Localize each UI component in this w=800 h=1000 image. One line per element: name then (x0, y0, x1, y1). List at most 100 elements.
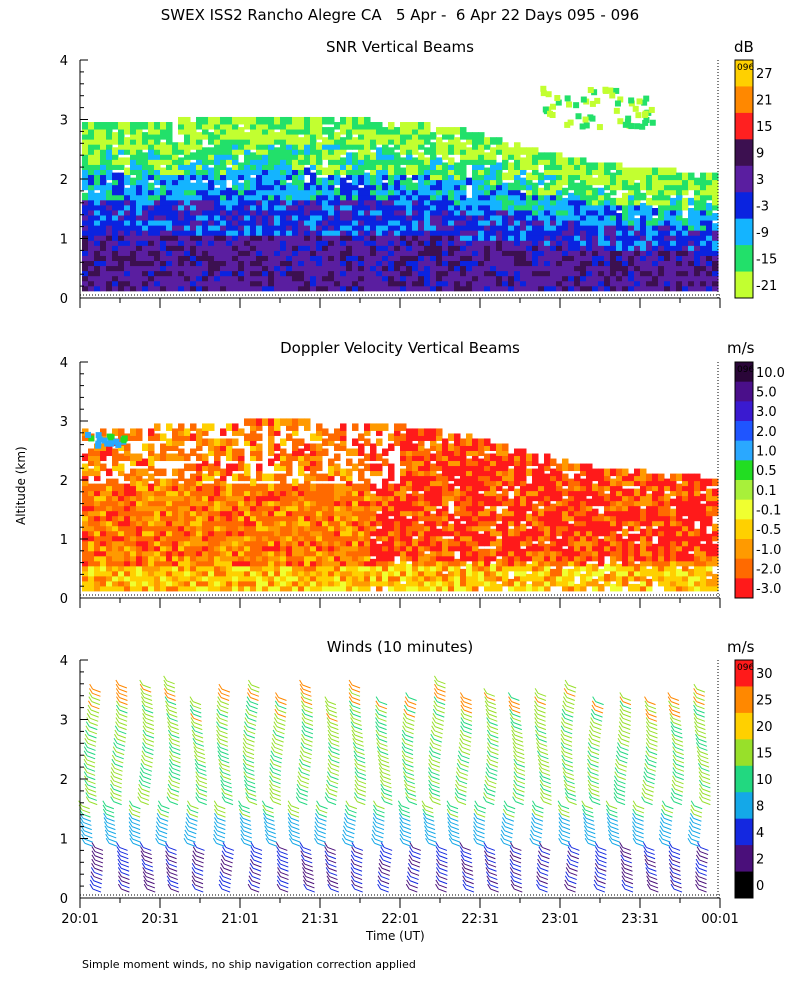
colorbar-tick-label: 0 (756, 879, 764, 894)
day-tag: 096 (737, 663, 754, 673)
y-tick-label: 0 (60, 292, 68, 307)
colorbar-swatch (735, 818, 753, 846)
x-tick-label: 21:01 (221, 912, 258, 927)
panel2-axes: 0 1 2 3 4 (60, 356, 721, 608)
colorbar-swatch (735, 271, 753, 299)
panel1-colorbar: 27 21 15 9 3 -3 -9 -15 -21 096 (734, 59, 777, 299)
y-tick-label: 4 (60, 356, 68, 371)
colorbar-swatch (735, 192, 753, 220)
colorbar-swatch (735, 792, 753, 820)
colorbar-tick-label: 10 (756, 773, 773, 788)
colorbar-tick-label: -2.0 (756, 563, 781, 578)
colorbar-tick-label: -3 (756, 199, 769, 214)
colorbar-tick-label: 0.5 (756, 464, 777, 479)
colorbar-frame (734, 361, 754, 599)
colorbar-swatch (735, 460, 753, 481)
colorbar-tick-label: 0.1 (756, 484, 777, 499)
colorbar-tick-label: 8 (756, 799, 764, 814)
y-tick-label: 2 (60, 173, 68, 188)
colorbar-swatch (735, 519, 753, 540)
colorbar-swatch (735, 362, 753, 383)
colorbar-tick-label: 1.0 (756, 445, 777, 460)
panel3-colorbar-unit: m/s (727, 638, 755, 656)
panel1-title: SNR Vertical Beams (326, 38, 474, 56)
y-axis-label: Altitude (km) (14, 446, 28, 525)
x-tick-label: 22:31 (461, 912, 498, 927)
colorbar-swatch (735, 539, 753, 560)
colorbar-swatch (735, 245, 753, 272)
colorbar-tick-label: 5.0 (756, 386, 777, 401)
panel1-axes: 0 1 2 3 4 (60, 54, 721, 308)
y-tick-label: 2 (60, 773, 68, 788)
doppler-heatmap (82, 418, 719, 592)
colorbar-tick-label: 2 (756, 852, 764, 867)
footnote: Simple moment winds, no ship navigation … (82, 958, 416, 971)
panel1-colorbar-unit: dB (734, 38, 754, 56)
colorbar-swatch (735, 139, 753, 167)
x-tick-label: 22:01 (381, 912, 418, 927)
colorbar-tick-label: 21 (756, 94, 773, 109)
panel3-title: Winds (10 minutes) (326, 638, 474, 656)
colorbar-swatch (735, 381, 753, 402)
colorbar-swatch (735, 686, 753, 714)
day-tag: 096 (737, 63, 754, 73)
y-tick-label: 1 (60, 533, 68, 548)
colorbar-swatch (735, 165, 753, 193)
panel2-colorbar: 10.0 5.0 3.0 2.0 1.0 0.5 0.1 -0.1 -0.5 -1.0 -2.0 -3… (734, 361, 785, 599)
y-tick-label: 4 (60, 54, 68, 69)
colorbar-swatch (735, 578, 753, 599)
day-tag: 096 (737, 365, 754, 375)
x-tick-label: 00:01 (701, 912, 738, 927)
y-tick-label: 1 (60, 833, 68, 848)
y-tick-label: 0 (60, 592, 68, 607)
x-tick-label: 23:31 (621, 912, 658, 927)
panel2-colorbar-unit: m/s (727, 339, 755, 357)
snr-heatmap (82, 85, 719, 292)
colorbar-swatch (735, 845, 753, 872)
y-tick-label: 0 (60, 892, 68, 907)
colorbar-tick-label: -0.5 (756, 523, 781, 538)
colorbar-swatch (735, 112, 753, 140)
y-tick-label: 3 (60, 714, 68, 729)
colorbar-tick-label: 30 (756, 667, 773, 682)
colorbar-swatch (735, 660, 753, 687)
colorbar-tick-label: 10.0 (756, 366, 785, 381)
colorbar-tick-label: 3.0 (756, 405, 777, 420)
wind-barbs (78, 675, 711, 893)
colorbar-swatch (735, 499, 753, 520)
colorbar-swatch (735, 712, 753, 740)
colorbar-tick-label: -15 (756, 252, 777, 267)
colorbar-tick-label: 20 (756, 720, 773, 735)
colorbar-tick-label: 4 (756, 826, 764, 841)
colorbar-swatch (735, 218, 753, 246)
colorbar-swatch (735, 401, 753, 422)
colorbar-swatch (735, 480, 753, 501)
colorbar-tick-label: -21 (756, 279, 777, 294)
colorbar-frame (734, 59, 754, 299)
x-tick-label: 20:31 (141, 912, 178, 927)
colorbar-swatch (735, 739, 753, 767)
colorbar-tick-label: 27 (756, 67, 773, 82)
x-tick-label: 23:01 (541, 912, 578, 927)
colorbar-swatch (735, 765, 753, 793)
colorbar-tick-label: -0.1 (756, 504, 781, 519)
y-tick-label: 3 (60, 114, 68, 129)
colorbar-tick-label: 3 (756, 173, 764, 188)
x-axis-label: Time (UT) (366, 929, 425, 943)
colorbar-swatch (735, 60, 753, 87)
colorbar-tick-label: -3.0 (756, 582, 781, 597)
x-tick-label: 21:31 (301, 912, 338, 927)
colorbar-swatch (735, 440, 753, 461)
colorbar-tick-label: 2.0 (756, 425, 777, 440)
colorbar-swatch (735, 421, 753, 442)
colorbar-tick-label: 9 (756, 147, 764, 162)
x-tick-label: 20:01 (61, 912, 98, 927)
figure-title: SWEX ISS2 Rancho Alegre CA 5 Apr - 6 Apr… (160, 6, 640, 24)
colorbar-swatch (735, 558, 753, 579)
panel2-title: Doppler Velocity Vertical Beams (280, 339, 520, 357)
colorbar-tick-label: 15 (756, 120, 773, 135)
colorbar-tick-label: 15 (756, 747, 773, 762)
colorbar-tick-label: 25 (756, 694, 773, 709)
